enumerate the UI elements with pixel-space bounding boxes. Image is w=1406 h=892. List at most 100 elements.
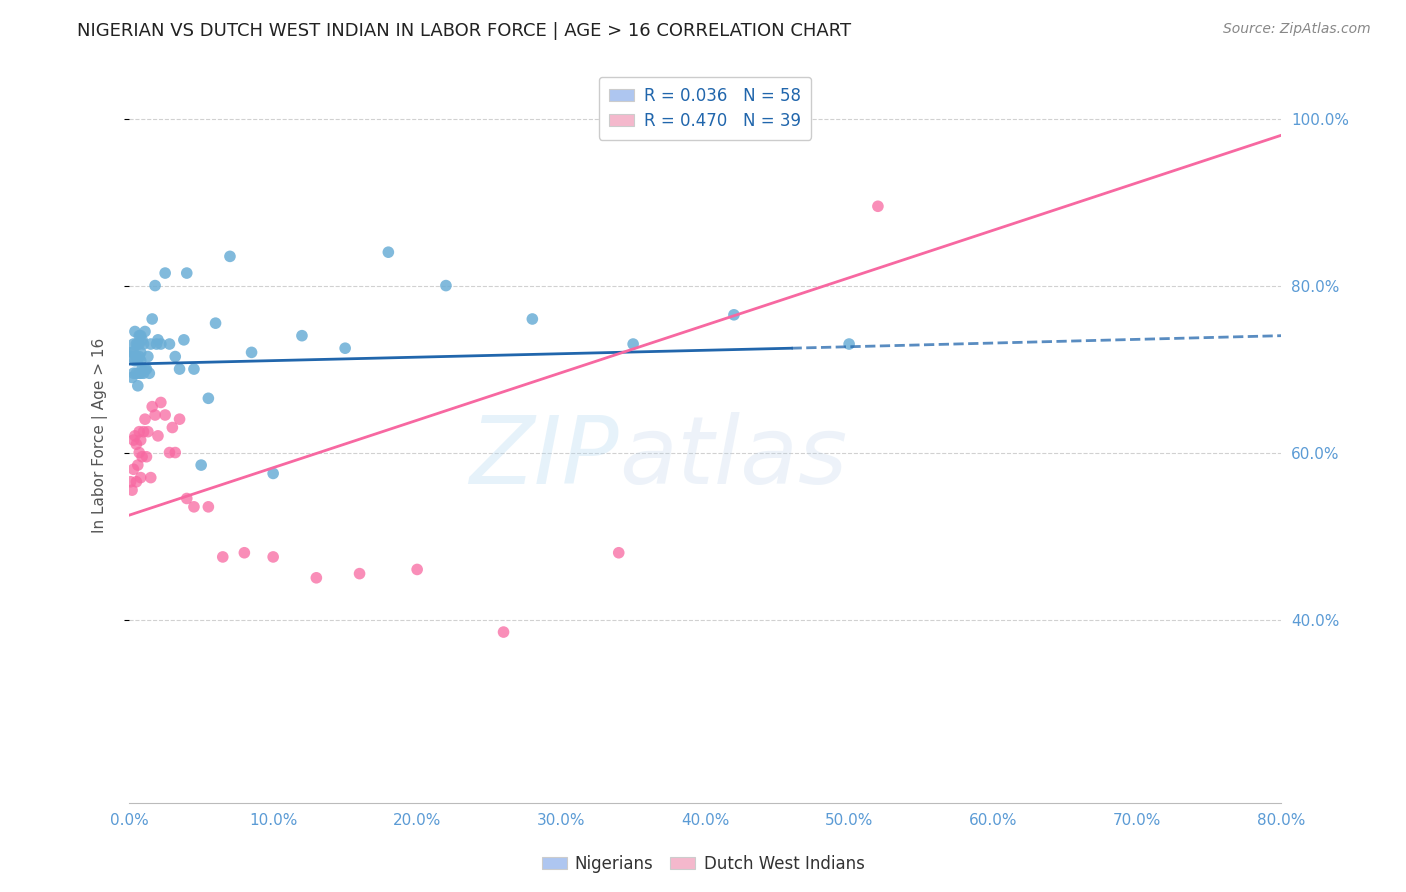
Point — [190, 458, 212, 472]
Point — [522, 312, 544, 326]
Point — [219, 249, 242, 263]
Point — [129, 470, 152, 484]
Point — [129, 433, 152, 447]
Point — [129, 328, 152, 343]
Point — [134, 362, 156, 376]
Point — [406, 562, 429, 576]
Legend: Nigerians, Dutch West Indians: Nigerians, Dutch West Indians — [534, 848, 872, 880]
Point — [211, 549, 233, 564]
Point — [127, 337, 149, 351]
Point — [838, 337, 860, 351]
Point — [197, 392, 219, 406]
Point — [183, 362, 205, 376]
Point — [492, 625, 515, 640]
Point — [159, 337, 181, 351]
Point — [305, 571, 328, 585]
Point — [128, 425, 150, 439]
Point — [136, 350, 159, 364]
Text: Source: ZipAtlas.com: Source: ZipAtlas.com — [1223, 22, 1371, 37]
Point — [291, 328, 314, 343]
Point — [121, 483, 143, 497]
Point — [176, 266, 198, 280]
Point — [129, 353, 152, 368]
Point — [138, 366, 160, 380]
Point — [149, 395, 172, 409]
Point — [135, 450, 157, 464]
Point — [121, 370, 143, 384]
Point — [162, 420, 184, 434]
Point — [122, 433, 145, 447]
Point — [122, 366, 145, 380]
Point — [125, 337, 148, 351]
Point — [124, 353, 146, 368]
Point — [129, 366, 152, 380]
Text: NIGERIAN VS DUTCH WEST INDIAN IN LABOR FORCE | AGE > 16 CORRELATION CHART: NIGERIAN VS DUTCH WEST INDIAN IN LABOR F… — [77, 22, 852, 40]
Point — [125, 350, 148, 364]
Point — [145, 337, 167, 351]
Point — [434, 278, 457, 293]
Point — [128, 445, 150, 459]
Point — [349, 566, 371, 581]
Point — [143, 408, 166, 422]
Point — [607, 546, 630, 560]
Point — [165, 350, 187, 364]
Point — [262, 549, 284, 564]
Text: atlas: atlas — [619, 412, 846, 503]
Point — [132, 425, 155, 439]
Point — [128, 328, 150, 343]
Point — [153, 266, 176, 280]
Point — [146, 333, 169, 347]
Point — [131, 450, 153, 464]
Point — [128, 337, 150, 351]
Point — [121, 345, 143, 359]
Point — [377, 245, 399, 260]
Point — [240, 345, 263, 359]
Point — [169, 412, 191, 426]
Point — [159, 445, 181, 459]
Text: ZIP: ZIP — [470, 412, 619, 503]
Point — [131, 333, 153, 347]
Point — [135, 362, 157, 376]
Point — [165, 445, 187, 459]
Point — [169, 362, 191, 376]
Point — [125, 366, 148, 380]
Point — [173, 333, 195, 347]
Point — [127, 458, 149, 472]
Point — [131, 362, 153, 376]
Point — [866, 199, 889, 213]
Point — [149, 337, 172, 351]
Point — [134, 412, 156, 426]
Point — [125, 475, 148, 489]
Point — [141, 312, 163, 326]
Point — [139, 470, 162, 484]
Point — [204, 316, 226, 330]
Point — [141, 400, 163, 414]
Point — [124, 325, 146, 339]
Point — [122, 462, 145, 476]
Point — [129, 345, 152, 359]
Point — [132, 337, 155, 351]
Point — [122, 345, 145, 359]
Point — [176, 491, 198, 506]
Point — [139, 337, 162, 351]
Legend: R = 0.036   N = 58, R = 0.470   N = 39: R = 0.036 N = 58, R = 0.470 N = 39 — [599, 77, 811, 139]
Y-axis label: In Labor Force | Age > 16: In Labor Force | Age > 16 — [93, 338, 108, 533]
Point — [125, 437, 148, 451]
Point — [183, 500, 205, 514]
Point — [197, 500, 219, 514]
Point — [128, 366, 150, 380]
Point — [122, 337, 145, 351]
Point — [153, 408, 176, 422]
Point — [146, 429, 169, 443]
Point — [120, 475, 142, 489]
Point — [127, 378, 149, 392]
Point — [120, 350, 142, 364]
Point — [134, 325, 156, 339]
Point — [233, 546, 256, 560]
Point — [333, 341, 356, 355]
Point — [132, 366, 155, 380]
Point — [143, 278, 166, 293]
Point — [128, 350, 150, 364]
Point — [262, 467, 284, 481]
Point — [621, 337, 644, 351]
